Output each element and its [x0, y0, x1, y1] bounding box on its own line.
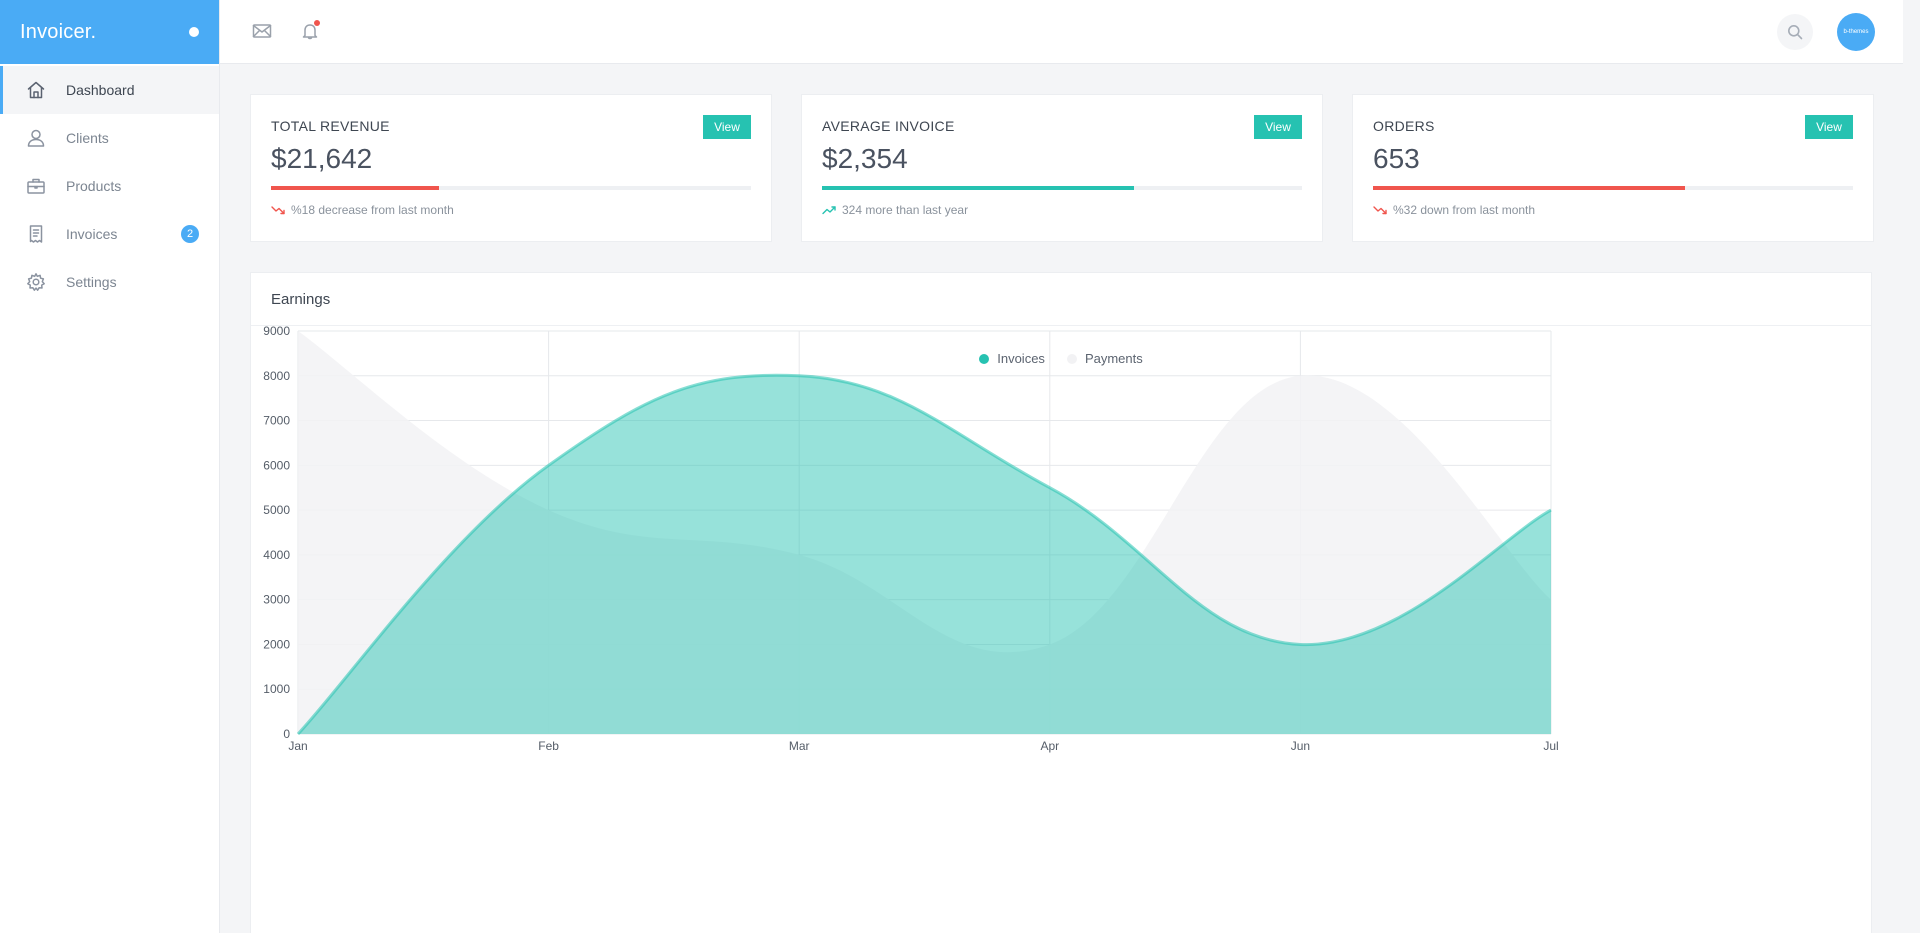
- x-tick-label: Apr: [1040, 739, 1059, 753]
- brand-header: Invoicer.: [0, 0, 219, 64]
- chart-legend: Invoices Payments: [251, 351, 1871, 366]
- notification-dot: [314, 20, 320, 26]
- stat-card-orders: ORDERS View 653 %32 down from last month: [1352, 94, 1874, 242]
- app-logo[interactable]: Invoicer.: [20, 20, 97, 43]
- trend-up-icon: [822, 206, 836, 215]
- y-tick-label: 6000: [263, 458, 290, 472]
- invoices-count-badge: 2: [181, 225, 199, 243]
- progress-fill: [271, 186, 439, 190]
- user-icon: [26, 128, 46, 148]
- stat-value: $21,642: [271, 143, 373, 174]
- x-tick-label: Jul: [1543, 739, 1558, 753]
- x-tick-label: Jun: [1291, 739, 1310, 753]
- sidebar-item-label: Dashboard: [66, 82, 135, 98]
- sidebar-item-label: Products: [66, 178, 122, 194]
- receipt-icon: [26, 224, 46, 244]
- home-icon: [26, 80, 46, 100]
- stat-value: 653: [1373, 143, 1420, 174]
- sidebar-item-label: Invoices: [66, 226, 118, 242]
- legend-item-invoices[interactable]: Invoices: [979, 351, 1045, 366]
- sidebar: Invoicer. Dashboard Clients Products I: [0, 0, 220, 933]
- y-tick-label: 4000: [263, 548, 290, 562]
- trend-down-icon: [271, 206, 285, 215]
- notification-bell-icon[interactable]: [299, 20, 321, 42]
- legend-label: Payments: [1084, 351, 1143, 366]
- legend-swatch: [979, 353, 990, 364]
- stat-note: 324 more than last year: [822, 203, 968, 217]
- view-button[interactable]: View: [1254, 115, 1302, 139]
- stat-note: %32 down from last month: [1373, 203, 1535, 217]
- y-tick-label: 2000: [263, 637, 290, 651]
- sidebar-item-invoices[interactable]: Invoices 2: [0, 210, 219, 258]
- y-tick-label: 7000: [263, 414, 290, 428]
- progress-fill: [1373, 186, 1685, 190]
- y-tick-label: 0: [283, 727, 290, 741]
- sidebar-item-label: Clients: [66, 130, 109, 146]
- gear-icon: [26, 272, 46, 292]
- stat-title: AVERAGE INVOICE: [822, 118, 955, 134]
- y-tick-label: 3000: [263, 593, 290, 607]
- sidebar-item-label: Settings: [66, 274, 117, 290]
- sidebar-item-settings[interactable]: Settings: [0, 258, 219, 306]
- sidebar-item-clients[interactable]: Clients: [0, 114, 219, 162]
- sidebar-item-products[interactable]: Products: [0, 162, 219, 210]
- stat-title: ORDERS: [1373, 118, 1435, 134]
- sidebar-item-dashboard[interactable]: Dashboard: [0, 66, 219, 114]
- x-tick-label: Feb: [538, 739, 559, 753]
- y-tick-label: 5000: [263, 503, 290, 517]
- view-button[interactable]: View: [1805, 115, 1853, 139]
- legend-item-payments[interactable]: Payments: [1066, 351, 1143, 366]
- y-tick-label: 9000: [263, 324, 290, 338]
- stat-title: TOTAL REVENUE: [271, 118, 390, 134]
- stat-note-text: 324 more than last year: [842, 203, 969, 217]
- series-area-payments: [298, 331, 1551, 734]
- series-line-invoices: [296, 373, 1552, 736]
- legend-swatch: [1066, 353, 1077, 364]
- progress-bar: [271, 186, 751, 190]
- stat-value: $2,354: [822, 143, 908, 174]
- y-tick-label: 8000: [263, 369, 290, 383]
- trend-down-icon: [1373, 206, 1387, 215]
- series-area-invoices: [298, 375, 1551, 734]
- briefcase-icon: [26, 176, 46, 196]
- stat-note-text: %32 down from last month: [1393, 203, 1536, 217]
- progress-bar: [822, 186, 1302, 190]
- topbar: b-themes: [220, 0, 1903, 64]
- view-button[interactable]: View: [703, 115, 751, 139]
- earnings-panel: Earnings 0 1000 2000 3000 4000 5000 6000 7000 80…: [250, 272, 1872, 933]
- stat-note-text: %18 decrease from last month: [291, 203, 454, 217]
- y-tick-label: 1000: [263, 682, 290, 696]
- search-icon: [1788, 25, 1803, 40]
- progress-bar: [1373, 186, 1853, 190]
- earnings-title: Earnings: [251, 273, 1871, 326]
- scrollbar[interactable]: [1903, 0, 1920, 933]
- stat-note: %18 decrease from last month: [271, 203, 454, 217]
- x-tick-label: Jan: [288, 739, 307, 753]
- search-button[interactable]: [1777, 14, 1813, 50]
- x-tick-label: Mar: [789, 739, 810, 753]
- stat-card-total-revenue: TOTAL REVENUE View $21,642 %18 decrease …: [250, 94, 772, 242]
- sidebar-toggle-dot[interactable]: [189, 27, 199, 37]
- progress-fill: [822, 186, 1134, 190]
- avatar[interactable]: b-themes: [1837, 13, 1875, 51]
- earnings-chart: 0 1000 2000 3000 4000 5000 6000 7000 8000 9000 Jan…: [263, 324, 1558, 753]
- mail-icon[interactable]: [251, 20, 273, 42]
- sidebar-nav: Dashboard Clients Products Invoices 2: [0, 66, 219, 306]
- legend-label: Invoices: [997, 351, 1045, 366]
- stat-card-average-invoice: AVERAGE INVOICE View $2,354 324 more tha…: [801, 94, 1323, 242]
